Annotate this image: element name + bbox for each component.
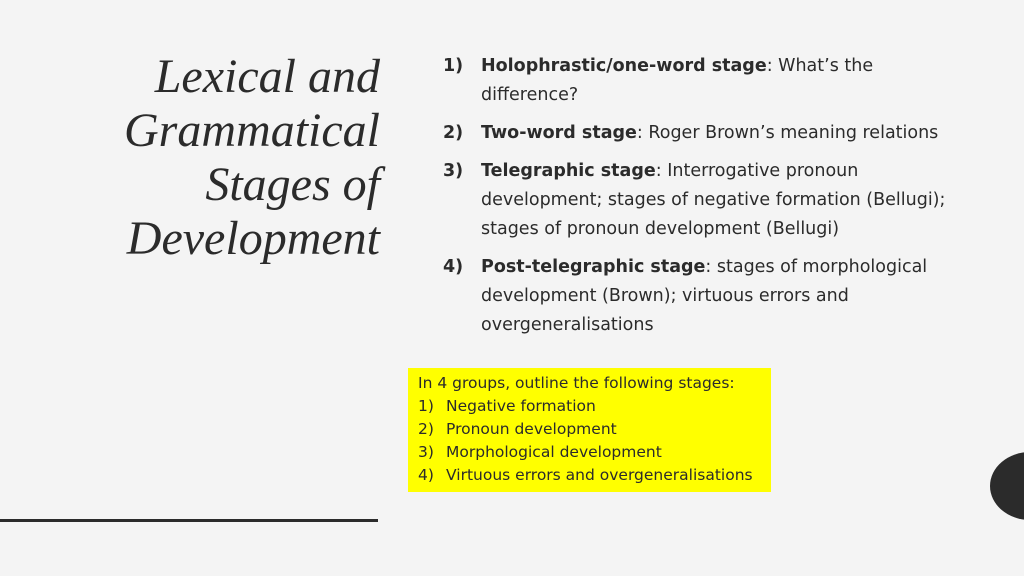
item-description: : What’s the difference? <box>481 56 874 105</box>
item-term: Two-word stage <box>481 123 637 143</box>
task-item: 1) Negative formation <box>418 395 771 418</box>
task-text: Negative formation <box>446 397 596 415</box>
title-line: Stages of <box>205 158 380 211</box>
list-item: 4) Post-telegraphic stage: stages of morp… <box>443 253 963 340</box>
task-item: 4) Virtuous errors and overgeneralisation… <box>418 464 771 487</box>
task-item: 3) Morphological development <box>418 441 771 464</box>
list-item: 2) Two-word stage: Roger Brown’s meaning … <box>443 119 963 148</box>
decor-circle <box>990 452 1024 520</box>
item-description: : stages of morphological development (B… <box>481 257 928 335</box>
item-text: Telegraphic stage: Interrogative pronoun… <box>481 157 963 244</box>
task-text: Morphological development <box>446 443 662 461</box>
title-line: Lexical and <box>154 50 380 103</box>
item-number: 3) <box>443 161 464 181</box>
item-number: 4) <box>443 257 464 277</box>
item-text: Holophrastic/one-word stage: What’s the … <box>481 52 963 110</box>
task-intro: In 4 groups, outline the following stage… <box>418 374 735 392</box>
item-term: Holophrastic/one-word stage <box>481 56 767 76</box>
list-item: 3) Telegraphic stage: Interrogative prono… <box>443 157 963 244</box>
divider-line <box>0 519 378 522</box>
task-text: Virtuous errors and overgeneralisations <box>446 466 753 484</box>
item-description: : Interrogative pronoun development; sta… <box>481 161 946 239</box>
title-line: Development <box>126 212 380 265</box>
task-number: 1) <box>418 397 434 415</box>
title: Lexical and Grammatical Stages of Developme… <box>40 50 380 266</box>
title-line: Grammatical <box>124 104 380 157</box>
item-number: 2) <box>443 123 464 143</box>
task-item: 2) Pronoun development <box>418 418 771 441</box>
list-item: 1) Holophrastic/one-word stage: What’s th… <box>443 52 963 110</box>
item-number: 1) <box>443 56 464 76</box>
task-box: In 4 groups, outline the following stage… <box>408 368 771 492</box>
task-number: 4) <box>418 466 434 484</box>
task-number: 3) <box>418 443 434 461</box>
stage-list: 1) Holophrastic/one-word stage: What’s th… <box>443 52 963 349</box>
task-text: Pronoun development <box>446 420 617 438</box>
item-text: Post-telegraphic stage: stages of morpho… <box>481 253 963 340</box>
item-term: Post-telegraphic stage <box>481 257 706 277</box>
item-text: Two-word stage: Roger Brown’s meaning re… <box>481 119 938 148</box>
task-number: 2) <box>418 420 434 438</box>
item-term: Telegraphic stage <box>481 161 656 181</box>
item-description: : Roger Brown’s meaning relations <box>636 123 939 143</box>
